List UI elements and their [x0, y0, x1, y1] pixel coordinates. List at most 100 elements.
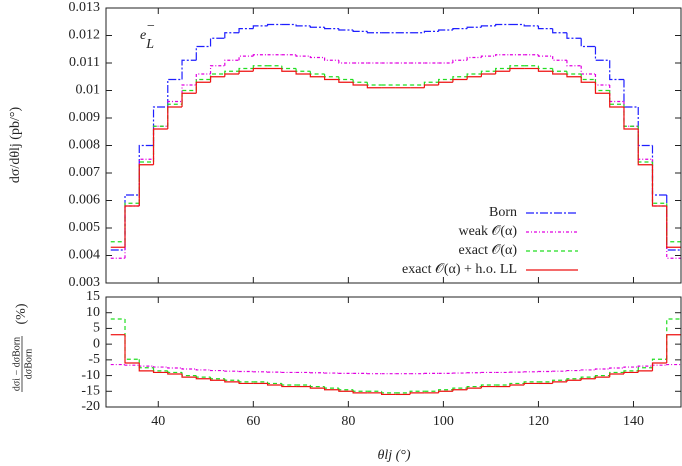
histogram-step	[580, 74, 596, 81]
histogram-step	[309, 56, 325, 59]
y-tick-label: 0.004	[69, 248, 101, 263]
histogram-step	[509, 384, 525, 387]
histogram-step	[124, 205, 140, 259]
annotation: eL −	[140, 19, 155, 52]
histogram-step	[666, 334, 681, 363]
histogram-step	[594, 46, 610, 61]
histogram-step	[452, 76, 468, 80]
histogram-step	[224, 59, 240, 66]
histogram-step	[580, 369, 596, 371]
histogram-step	[209, 65, 225, 74]
x-tick-label: 40	[151, 414, 165, 429]
histogram-step	[381, 391, 396, 394]
histogram-step	[309, 71, 325, 75]
y-tick-label: 0.01	[76, 83, 101, 98]
histogram-step	[224, 70, 240, 74]
histogram-step	[266, 383, 282, 386]
histogram-step	[209, 377, 225, 380]
histogram-step	[338, 28, 354, 31]
histogram-step	[666, 318, 681, 360]
y-axis-label: dσ/dθlj (pb/°)	[8, 107, 23, 184]
histogram-step	[295, 24, 311, 27]
histogram-step	[609, 60, 624, 81]
histogram-step	[238, 67, 254, 72]
y-tick-label: 0.006	[69, 193, 101, 208]
histogram-step	[552, 381, 567, 384]
histogram-step	[552, 68, 567, 72]
histogram-step	[323, 57, 339, 61]
histogram-step	[181, 374, 197, 378]
legend-label: exact 𝒪(α)	[458, 243, 517, 258]
histogram-step	[152, 366, 168, 368]
histogram-step	[537, 25, 553, 30]
histogram-step	[523, 382, 539, 385]
y-tick-label: 0.012	[69, 28, 101, 43]
histogram-step	[338, 76, 354, 81]
histogram-step	[366, 85, 382, 89]
histogram-step	[637, 126, 653, 160]
histogram-step	[124, 334, 140, 364]
histogram-step	[138, 161, 154, 204]
histogram-step	[181, 89, 197, 105]
histogram-step	[566, 60, 582, 67]
histogram-step	[609, 85, 624, 103]
histogram-step	[537, 68, 553, 72]
plot-frame	[105, 296, 682, 408]
y-tick-label: 0.008	[69, 138, 101, 153]
y-label-numerator: dσi − dσBorn	[11, 337, 22, 391]
histogram-step	[495, 54, 510, 57]
histogram-step	[252, 54, 268, 57]
histogram-step	[167, 367, 183, 369]
histogram-step	[423, 84, 439, 88]
histogram-step	[138, 365, 154, 367]
histogram-step	[409, 392, 425, 395]
histogram-step	[209, 378, 225, 381]
histogram-step	[352, 391, 368, 394]
histogram-step	[552, 56, 567, 61]
histogram-step	[609, 367, 624, 369]
histogram-step	[651, 164, 667, 207]
histogram-step	[338, 79, 354, 83]
histogram-step	[637, 365, 653, 368]
y-tick-label: 0.013	[69, 0, 101, 15]
histogram-step	[338, 389, 354, 392]
histogram-step	[480, 70, 496, 74]
histogram-step	[352, 82, 368, 86]
histogram-step	[523, 24, 539, 27]
histogram-step	[281, 385, 297, 388]
histogram-step	[323, 27, 339, 30]
histogram-step	[224, 32, 240, 39]
histogram-step	[124, 364, 140, 366]
x-tick-label: 140	[623, 414, 644, 429]
histogram-step	[637, 126, 653, 163]
histogram-step	[651, 362, 667, 371]
histogram-step	[637, 367, 653, 371]
histogram-step	[252, 65, 268, 69]
histogram-step	[480, 73, 496, 77]
histogram-step	[466, 56, 482, 61]
histogram-step	[352, 79, 368, 83]
histogram-step	[238, 28, 254, 33]
y-tick-label: -15	[81, 384, 100, 399]
y-axis-label-bottom: dσi − dσBorn dσBorn (%)	[11, 303, 34, 392]
histogram-step	[309, 74, 325, 78]
y-label-denominator: dσBorn	[23, 349, 34, 379]
y-tick-label: 10	[86, 305, 100, 320]
histogram-step	[309, 385, 325, 388]
histogram-step	[537, 54, 553, 57]
histogram-step	[224, 378, 240, 381]
histogram-step	[509, 65, 525, 69]
y-tick-label: -5	[88, 352, 100, 367]
histogram-step	[609, 90, 624, 105]
histogram-step	[338, 388, 354, 391]
y-tick-label: 5	[93, 321, 100, 336]
histogram-step	[323, 386, 339, 389]
histogram-step	[181, 368, 197, 370]
y-tick-label: -20	[81, 399, 100, 414]
histogram-step	[195, 375, 211, 378]
histogram-step	[623, 371, 639, 374]
histogram-step	[124, 205, 140, 248]
histogram-step	[266, 381, 282, 385]
histogram-step	[566, 379, 582, 382]
histogram-step	[281, 68, 297, 72]
